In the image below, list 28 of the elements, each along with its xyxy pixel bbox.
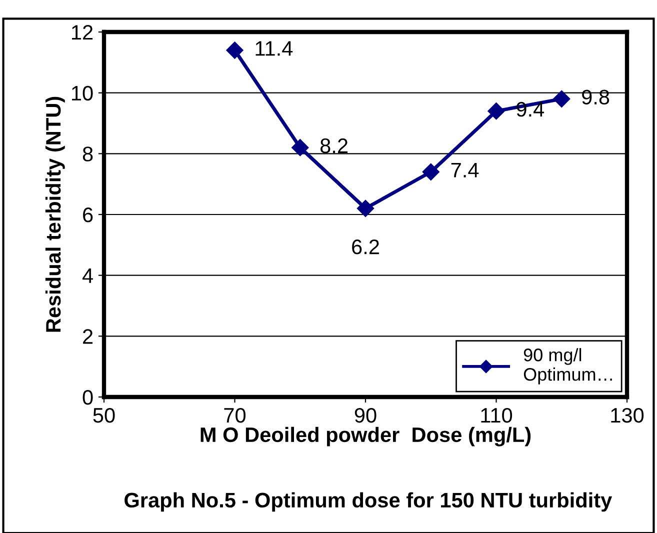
data-label: 8.2: [320, 138, 348, 154]
point: [553, 90, 570, 108]
x-tick-label: 110: [481, 408, 512, 423]
point: [226, 42, 244, 59]
y-tick-label: 8: [82, 146, 93, 162]
x-tick-label: 130: [611, 408, 644, 423]
y-tick-label: 10: [72, 86, 93, 101]
x-tick-label: 50: [93, 408, 115, 423]
data-label: 6.2: [352, 240, 379, 254]
y-tick-label: 6: [83, 208, 93, 222]
text: Graph No.5 - Optimum dose for 150 NTU turbidity: [124, 492, 612, 512]
data-label: 11.4: [256, 41, 293, 56]
x-axis-title: M O Deoiled powder Dose (mg/L): [200, 426, 531, 446]
point: [422, 163, 440, 180]
y-tick-label: 2: [83, 329, 93, 344]
point: [356, 200, 374, 217]
data-label: 9.8: [582, 90, 610, 105]
point: [292, 139, 309, 156]
x-tick-label: 90: [354, 408, 376, 423]
data-label: 9.4: [516, 102, 544, 117]
y-tick-label: 4: [82, 268, 93, 283]
data-label: 7.4: [451, 162, 479, 178]
y-axis-title: Residual terbidity (NTU): [45, 96, 65, 332]
legend-label: 90 mg/l Optimum…: [524, 348, 612, 384]
x-tick-label: 70: [224, 408, 246, 423]
point: [488, 102, 505, 120]
y-tick-label: 12: [72, 25, 93, 40]
y-tick-label: 0: [82, 390, 93, 405]
